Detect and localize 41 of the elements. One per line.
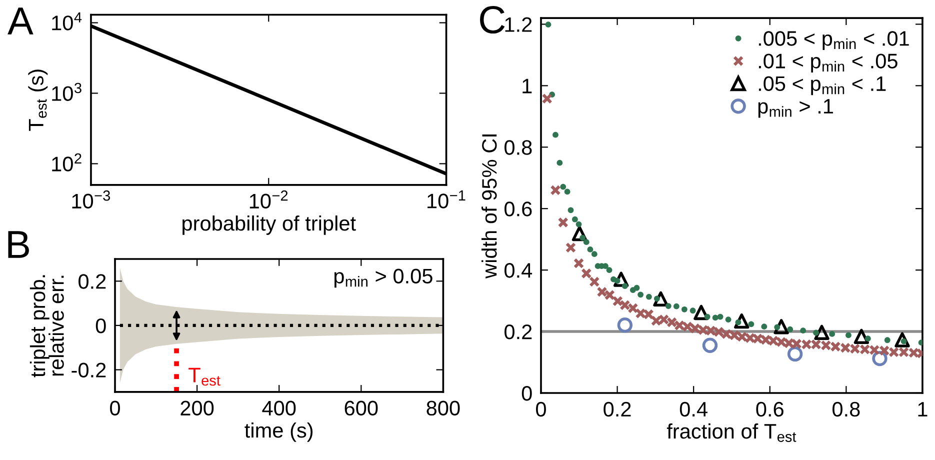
y-tick-label: 0	[96, 318, 106, 334]
x-tick-label: 0.6	[756, 402, 784, 417]
text: C	[480, 6, 505, 34]
x-tick-label: 600	[344, 400, 378, 416]
legend-label: p$_{min}$ > .1	[758, 99, 833, 118]
ref-line-label: T$_{est}$	[188, 368, 220, 386]
x-tick-label: 200	[180, 400, 214, 416]
y-axis-title: triplet prob. relative err.	[30, 275, 64, 378]
y-tick-label: 0.8	[504, 140, 532, 155]
text: B	[8, 231, 29, 258]
x-tick-label: 1	[918, 402, 928, 416]
y-tick-label: 0.2	[78, 274, 106, 289]
annotation: p$_{min}$ > 0.05	[334, 268, 432, 288]
y-tick-label: 10$^{3}$	[52, 82, 82, 101]
x-tick-label: 0	[110, 400, 120, 416]
x-axis-title: time (s)	[244, 422, 313, 442]
y-axis-title: width of 95% CI	[482, 134, 497, 279]
y-tick-label: 1	[522, 78, 532, 94]
x-tick-label: 10$^{−1}$	[428, 190, 466, 208]
y-tick-label: -0.2	[72, 362, 106, 378]
x-tick-label: 10$^{−2}$	[250, 190, 288, 209]
legend-label: .01 < p$_{min}$ < .05	[758, 54, 898, 73]
y-tick-label: 0.2	[504, 324, 532, 340]
x-axis-title: fraction of T$_{est}$	[666, 423, 796, 442]
x-tick-label: 10$^{−3}$	[72, 190, 110, 209]
y-axis-title: T$_{est}$ (s)	[28, 70, 48, 131]
x-axis-title: probability of triplet	[182, 215, 356, 235]
x-tick-label: 0.8	[832, 402, 860, 417]
text: A	[8, 8, 34, 34]
legend-label: .05 < p$_{min}$ < .1	[758, 76, 886, 96]
x-tick-label: 0.2	[604, 402, 631, 417]
x-tick-label: 800	[426, 400, 460, 416]
x-tick-label: 0	[536, 402, 546, 417]
y-tick-label: 0	[522, 386, 532, 401]
y-tick-label: 10$^{2}$	[52, 153, 82, 172]
y-tick-label: 10$^{4}$	[52, 12, 82, 30]
legend-label: .005 < p$_{min}$ < .01	[758, 31, 909, 50]
x-tick-label: 0.4	[680, 402, 708, 417]
y-tick-label: 1.2	[505, 17, 532, 32]
x-tick-label: 400	[262, 400, 296, 416]
y-tick-label: 0.4	[504, 263, 532, 278]
